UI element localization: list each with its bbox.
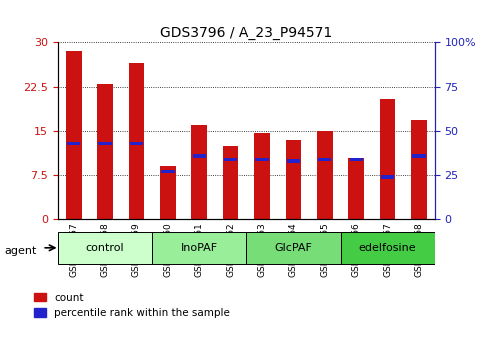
Bar [223, 146, 239, 219]
Bar [381, 175, 394, 179]
Bar [67, 142, 80, 145]
Text: control: control [86, 243, 124, 253]
FancyBboxPatch shape [246, 232, 341, 264]
Bar [412, 154, 426, 158]
Bar [318, 158, 331, 161]
Bar [285, 140, 301, 219]
Bar [128, 63, 144, 219]
Bar [191, 125, 207, 219]
FancyBboxPatch shape [58, 232, 152, 264]
Bar [160, 166, 176, 219]
Bar [254, 133, 270, 219]
Legend: count, percentile rank within the sample: count, percentile rank within the sample [29, 289, 234, 322]
Bar [66, 51, 82, 219]
Bar [256, 158, 269, 161]
Bar [380, 98, 396, 219]
Bar [350, 158, 363, 161]
Bar [130, 142, 143, 145]
Bar [193, 154, 206, 158]
Bar [99, 142, 112, 145]
Bar [348, 158, 364, 219]
FancyBboxPatch shape [341, 232, 435, 264]
Bar [287, 159, 300, 163]
Bar [317, 131, 333, 219]
Bar [411, 120, 427, 219]
Bar [224, 158, 237, 161]
Text: edelfosine: edelfosine [359, 243, 416, 253]
Text: agent: agent [5, 246, 37, 256]
Text: GlcPAF: GlcPAF [274, 243, 313, 253]
Title: GDS3796 / A_23_P94571: GDS3796 / A_23_P94571 [160, 26, 332, 40]
Bar [97, 84, 113, 219]
Bar [161, 170, 174, 173]
FancyBboxPatch shape [152, 232, 246, 264]
Text: InoPAF: InoPAF [181, 243, 218, 253]
